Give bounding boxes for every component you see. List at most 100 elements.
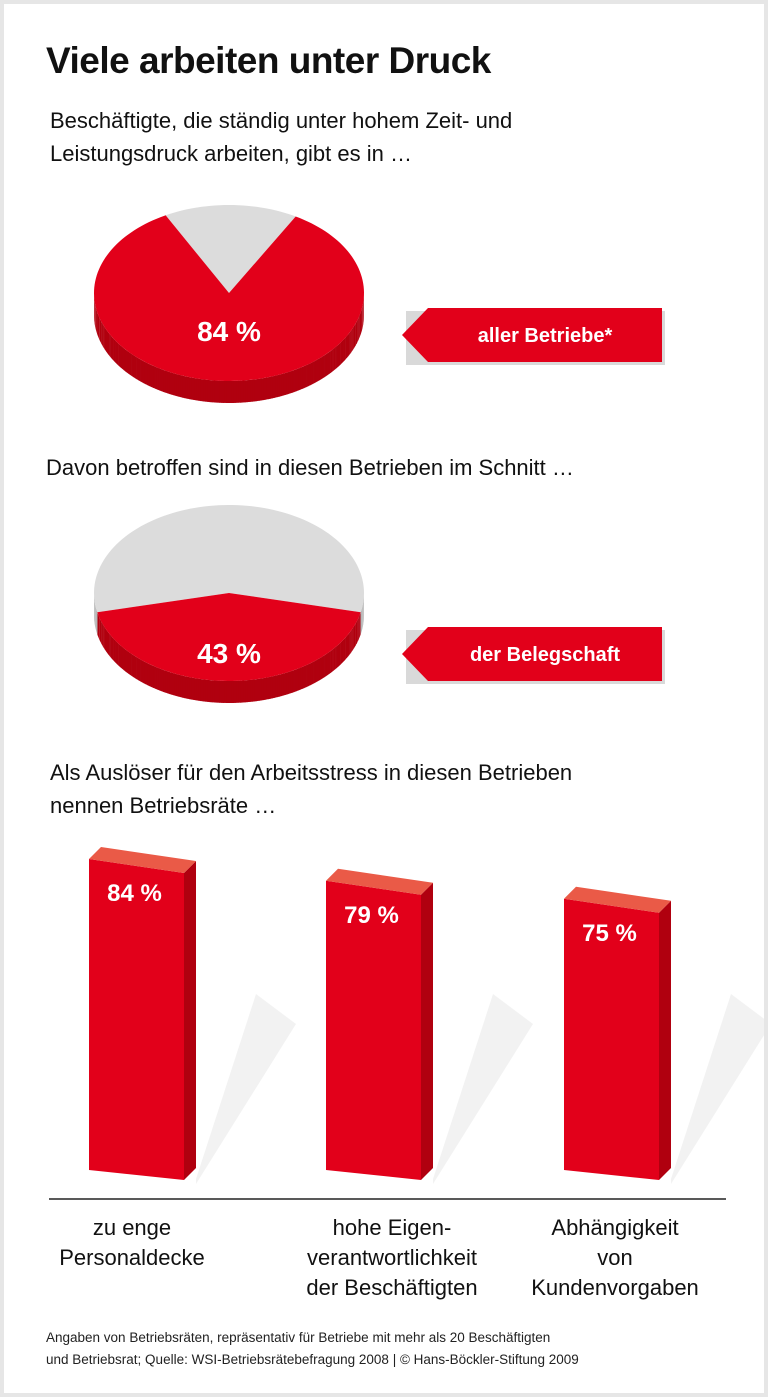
pie-2-side — [339, 642, 341, 666]
pie-1-side — [268, 376, 271, 400]
pie-2-side — [198, 678, 201, 702]
pie-1-slice-value — [94, 215, 364, 381]
pie-2-side — [216, 680, 220, 703]
pie-1-side — [198, 378, 201, 402]
pie-1-side — [251, 379, 255, 402]
pie-1-side — [306, 364, 309, 388]
pie-1-side — [116, 341, 119, 366]
category-label-1: zu enge Personaldecke — [12, 1213, 252, 1273]
pie-2-side — [189, 677, 192, 700]
pie-2-side — [223, 680, 227, 703]
pie-1-side — [276, 374, 280, 398]
pie-2-value-label: 43 % — [197, 638, 261, 669]
pie-2-side — [347, 632, 350, 657]
pie-1-side — [263, 377, 267, 401]
pie-2-side — [180, 675, 183, 698]
pie-2-side — [193, 677, 197, 701]
pie-2-side — [324, 654, 327, 678]
pie-2-side — [109, 634, 111, 658]
pie-2-side — [285, 672, 289, 695]
pie-1-side — [317, 358, 320, 382]
pie-2-side — [244, 680, 248, 703]
pie-2-side — [97, 613, 99, 638]
footer-note: Angaben von Betriebsräten, repräsentativ… — [46, 1327, 579, 1371]
intro-line-1: Beschäftigte, die ständig unter hohem Ze… — [50, 108, 513, 133]
pie-1-side — [189, 377, 192, 400]
pie-2-side — [354, 623, 356, 647]
pie-1-side — [302, 365, 305, 389]
section3-line-1: Als Auslöser für den Arbeitsstress in di… — [50, 760, 573, 785]
pie-1-side — [149, 364, 152, 388]
bar-shadow — [671, 994, 764, 1184]
category-label-line: Abhängigkeit — [551, 1215, 679, 1240]
pie-2-side — [349, 631, 351, 656]
footer-line-1: Angaben von Betriebsräten, repräsentativ… — [46, 1330, 551, 1345]
pie-2-side — [116, 641, 119, 666]
bar-top-3 — [564, 886, 671, 913]
pie-1-side — [120, 345, 123, 370]
pie-1-side — [230, 380, 234, 403]
pie-2-side — [296, 668, 299, 692]
pie-2-side — [332, 648, 334, 672]
chart-canvas: 84 % aller Betriebe* 43 % der Belegschaft 84… — [49, 205, 764, 1200]
pie-1-side — [133, 355, 136, 379]
pie-2-side — [157, 667, 160, 691]
bar-1 — [89, 859, 184, 1180]
category-label-line: der Beschäftigten — [306, 1275, 478, 1300]
pie-1-side — [128, 351, 131, 376]
pie-1-side — [115, 340, 118, 365]
infographic: Viele arbeiten unter Druck Beschäftigte,… — [4, 4, 764, 1393]
pie-1-side — [340, 340, 343, 365]
bar-value-label-2: 79 % — [344, 902, 399, 929]
pie-1-side — [247, 379, 251, 403]
pie-2-side — [355, 621, 357, 646]
pie-1-side — [254, 379, 258, 402]
pie-1-side — [106, 329, 108, 354]
pie-2-side — [100, 619, 102, 644]
pie-1-side — [339, 342, 341, 366]
pie-1-side — [344, 337, 346, 361]
pie-2-side — [140, 659, 143, 683]
bar-shadow — [196, 994, 296, 1184]
pie-1-side — [346, 334, 349, 358]
pie-2-side — [357, 618, 359, 643]
pie-2-side — [279, 674, 282, 697]
category-label-line: von — [597, 1245, 633, 1270]
category-label-line: hohe Eigen- — [332, 1215, 452, 1240]
pie-1-side — [214, 380, 218, 403]
pie-1-side — [153, 365, 156, 389]
pie-2-side — [125, 649, 128, 673]
pie-2-slice-rest — [94, 505, 364, 613]
pie-2-side — [345, 635, 348, 660]
pie-2-side — [337, 643, 340, 667]
pie-1-side — [287, 371, 291, 395]
pie-2-side — [353, 624, 356, 649]
pie-2-side — [97, 612, 99, 637]
pie-2-side — [95, 607, 97, 632]
pie-2-side — [143, 661, 146, 685]
pie-2-side — [175, 673, 179, 697]
pie-1-side — [123, 348, 126, 372]
pie-1-side — [261, 378, 264, 401]
pie-2-side — [228, 680, 232, 703]
pie-1-side — [129, 352, 132, 377]
pie-1-side — [151, 364, 154, 388]
pie-2-side — [226, 680, 229, 703]
pie-1-side — [173, 373, 177, 397]
pie-1-side — [327, 351, 330, 376]
page-title: Viele arbeiten unter Druck — [46, 40, 491, 81]
pie-2-side — [359, 612, 361, 637]
bar-side-3 — [659, 900, 671, 1180]
pie-2-side — [318, 657, 322, 681]
pie-2-side — [263, 677, 267, 701]
pie-2-side — [110, 635, 113, 659]
pie-2-side — [287, 671, 291, 695]
pie-2-side — [350, 630, 352, 654]
pie-1-side — [97, 312, 99, 337]
pie-1-side — [140, 359, 143, 383]
pie-1-side — [177, 374, 181, 398]
pie-2-side — [126, 650, 129, 674]
pie-2-side — [270, 676, 273, 699]
pie-2-side — [128, 651, 131, 676]
pie-1-side — [309, 362, 313, 386]
